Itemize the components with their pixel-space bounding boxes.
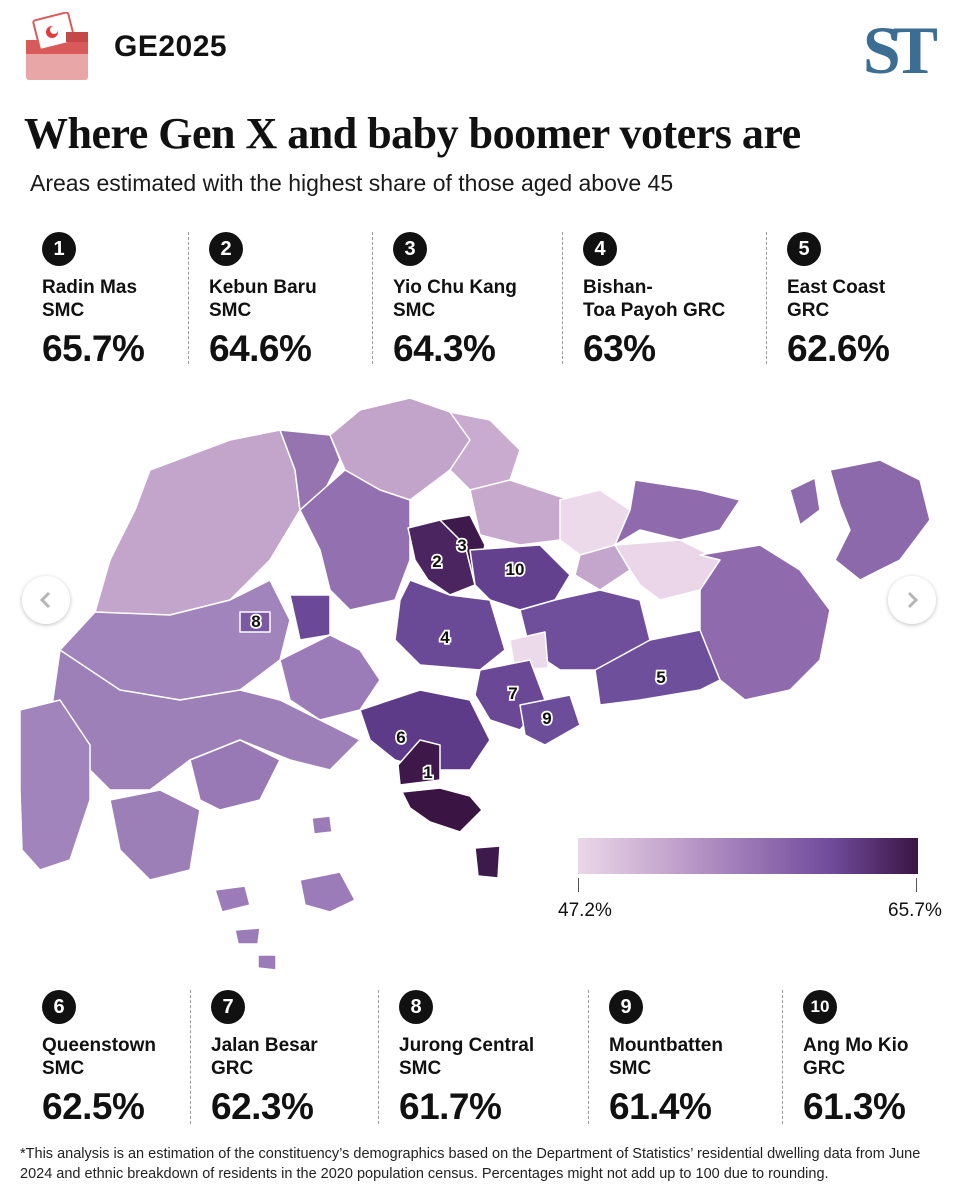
map-label: 2 [432,552,441,571]
rank-badge: 7 [211,990,245,1024]
st-logo: ST [862,12,938,88]
map-region [469,479,571,546]
rank-name: Mountbatten SMC [609,1035,723,1079]
next-slide-button[interactable] [888,576,936,624]
bottom-ranks: 6 Queenstown SMC 62.5% 7 Jalan Besar GRC… [22,990,936,1127]
legend-gradient [578,838,918,874]
map-region [234,927,261,945]
rank-percent: 64.3% [393,328,496,369]
previous-slide-button[interactable] [22,576,70,624]
map-label: 1 [423,763,432,782]
map-region [279,634,381,721]
rank-badge: 9 [609,990,643,1024]
map-region [311,815,333,835]
map-label: 10 [506,560,525,579]
footnote: *This analysis is an estimation of the c… [20,1146,921,1182]
map-region [519,694,581,746]
map-region [299,871,356,913]
page-subtitle: Areas estimated with the highest share o… [30,170,674,196]
rank-percent: 62.5% [42,1086,145,1127]
rank-badge: 1 [42,232,76,266]
map-region [509,631,549,671]
rank-badge: 5 [787,232,821,266]
map-region [699,544,831,701]
map-region [594,629,721,706]
rank-badge: 4 [583,232,617,266]
map-label: 4 [440,628,450,647]
rank-item: 1 Radin Mas SMC 65.7% [22,232,188,369]
legend-max-label: 65.7% [888,900,942,921]
map-region [614,479,741,546]
rank-badge: 10 [803,990,837,1024]
rank-name: Radin Mas SMC [42,277,138,321]
rank-percent: 65.7% [42,328,145,369]
rank-item: 5 East Coast GRC 62.6% [766,232,936,369]
rank-item: 2 Kebun Baru SMC 64.6% [188,232,372,369]
legend-tick-max [916,878,917,892]
map-region [109,789,201,881]
rank-percent: 64.6% [209,328,312,369]
rank-name: Ang Mo Kio GRC [803,1035,909,1079]
legend-tick-min [578,878,579,892]
rank-item: 3 Yio Chu Kang SMC 64.3% [372,232,562,369]
map-label: 3 [457,536,466,555]
map-region [299,469,411,611]
header: GE2025 ST [22,12,938,88]
map-region [49,649,361,791]
map-region [189,739,281,811]
rank-item: 4 Bishan- Toa Payoh GRC 63% [562,232,766,369]
map-label: 7 [508,684,517,703]
rank-item: 6 Queenstown SMC 62.5% [22,990,190,1127]
rank-name: Jurong Central SMC [399,1035,535,1079]
election-tag: GE2025 [114,30,228,63]
rank-badge: 2 [209,232,243,266]
map-label: 8 [251,612,260,631]
map-region [829,459,931,581]
rank-percent: 62.3% [211,1086,314,1127]
rank-item: 7 Jalan Besar GRC 62.3% [190,990,378,1127]
ballot-box-icon [26,12,88,80]
rank-name: Queenstown SMC [42,1035,157,1079]
rank-badge: 3 [393,232,427,266]
rank-name: East Coast GRC [787,277,886,321]
rank-item: 9 Mountbatten SMC 61.4% [588,990,782,1127]
rank-name: Yio Chu Kang SMC [393,277,517,321]
map-region [239,611,271,633]
rank-percent: 62.6% [787,328,890,369]
singapore-map: 1 2 3 4 5 6 7 8 9 10 [19,397,931,971]
map-region [257,954,277,971]
rank-item: 8 Jurong Central SMC 61.7% [378,990,588,1127]
map-region [214,885,251,913]
rank-name: Bishan- Toa Payoh GRC [583,277,726,321]
map-label: 5 [656,668,665,687]
map-region [401,787,483,833]
top-ranks: 1 Radin Mas SMC 65.7% 2 Kebun Baru SMC 6… [22,232,936,369]
rank-percent: 61.7% [399,1086,502,1127]
rank-name: Kebun Baru SMC [209,277,317,321]
rank-percent: 61.4% [609,1086,712,1127]
page-title: Where Gen X and baby boomer voters are [24,109,801,158]
rank-badge: 6 [42,990,76,1024]
rank-percent: 61.3% [803,1086,906,1127]
chevron-right-icon [907,591,919,609]
map-region [19,699,91,871]
map-region [359,689,491,771]
legend-min-label: 47.2% [558,900,612,921]
map-region [789,477,821,526]
map-region [289,594,331,641]
rank-item: 10 Ang Mo Kio GRC 61.3% [782,990,936,1127]
map-label: 9 [542,709,551,728]
map-label: 6 [396,728,405,747]
color-legend: 47.2% 65.7% [558,838,942,921]
rank-badge: 8 [399,990,433,1024]
map-region [574,544,631,591]
map-region [474,845,501,879]
map-region [614,539,721,601]
chevron-left-icon [39,591,51,609]
rank-percent: 63% [583,328,656,369]
map-region [397,739,441,786]
rank-name: Jalan Besar GRC [211,1035,318,1079]
